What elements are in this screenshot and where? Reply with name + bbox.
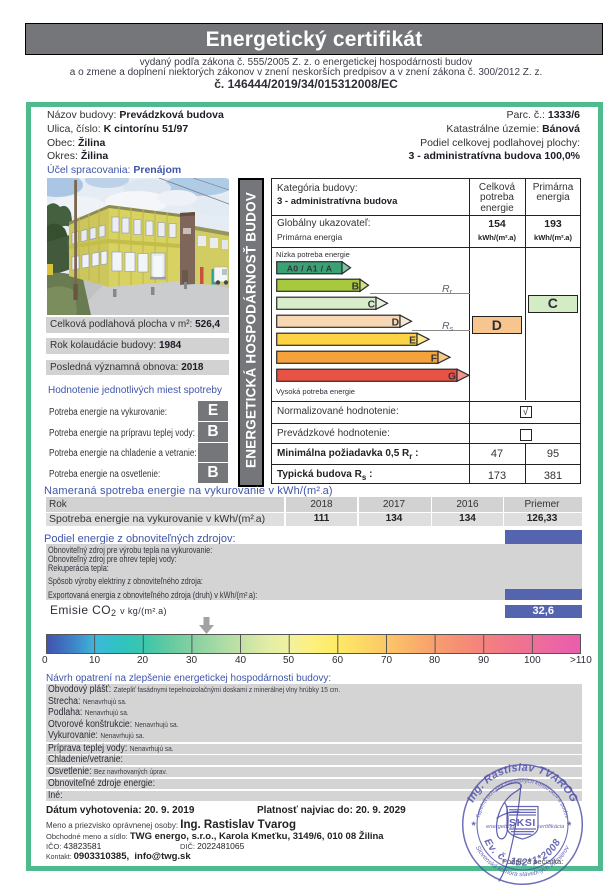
svg-text:SKSI: SKSI	[509, 817, 536, 829]
svg-text:A0 / A1 / A: A0 / A1 / A	[287, 264, 333, 274]
svg-text:E: E	[409, 335, 416, 346]
svg-text:energetická: energetická	[486, 824, 517, 830]
svg-text:certifikácia: certifikácia	[537, 824, 565, 830]
svg-text:C: C	[368, 299, 376, 310]
svg-text:B: B	[352, 281, 359, 292]
svg-text:G: G	[448, 371, 456, 382]
svg-text:*: *	[472, 820, 477, 832]
svg-text:D: D	[392, 317, 399, 328]
svg-text:*: *	[567, 820, 572, 832]
svg-text:F: F	[431, 353, 437, 364]
